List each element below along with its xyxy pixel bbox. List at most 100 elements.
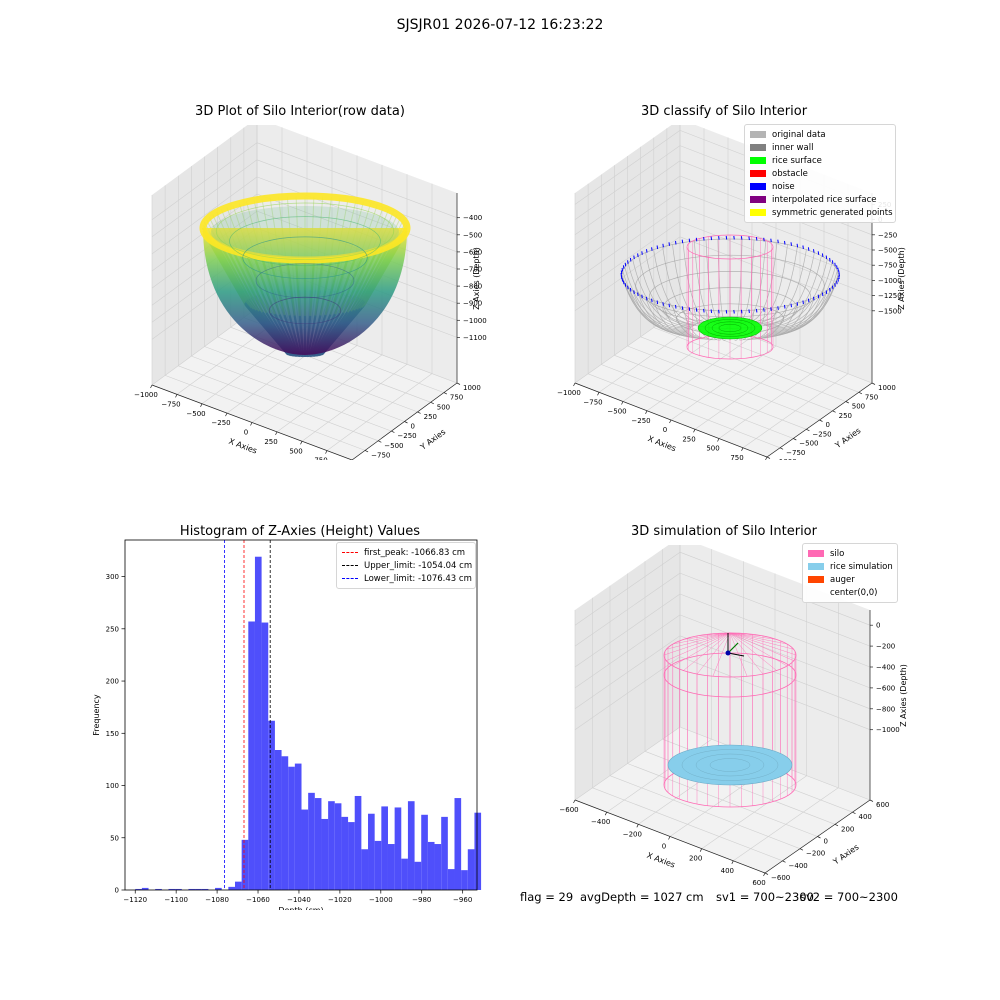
y-tick	[391, 430, 395, 433]
silo-roof-line	[696, 632, 731, 637]
x-tick	[669, 419, 672, 424]
histogram-bar	[201, 888, 209, 890]
x-tick-label: −1000	[557, 389, 581, 397]
noise-point	[790, 303, 792, 308]
grid-line	[587, 373, 781, 449]
x-tick	[275, 431, 278, 436]
legend-line	[342, 565, 358, 566]
panel3-title: Histogram of Z-Axies (Height) Values	[179, 524, 421, 539]
grid-line	[574, 175, 681, 251]
noise-point	[620, 270, 623, 274]
z-tick-label: −800	[876, 705, 895, 713]
bowl-ring	[242, 236, 368, 279]
histogram-bar	[368, 813, 375, 890]
histogram-bar	[427, 841, 435, 890]
legend-label: rice surface	[772, 155, 822, 166]
noise-point	[770, 238, 772, 243]
grid-line	[217, 336, 418, 413]
y-tick-label: −750	[786, 449, 805, 457]
z-tick-label: −1500	[878, 307, 902, 315]
rice-surface-ring	[704, 319, 756, 337]
x-tick	[765, 456, 768, 460]
legend-label: first_peak: -1066.83 cm	[364, 547, 466, 558]
noise-point	[813, 249, 815, 253]
inner-wall-meridian	[662, 246, 706, 323]
x-tick	[621, 401, 624, 405]
grid-line	[151, 176, 258, 255]
x-tick-label: 500	[706, 445, 719, 453]
legend-item-lower-limit: Lower_limit: -1076.43 cm	[342, 572, 472, 585]
histogram-bar	[288, 766, 295, 890]
y-tick	[858, 391, 863, 395]
y-tick-label: −600	[771, 874, 790, 882]
y-tick	[793, 438, 797, 441]
x-tick-label: −1080	[205, 896, 229, 904]
noise-point	[836, 265, 838, 269]
legend-item-inner-wall: inner wall	[750, 141, 890, 154]
legend-label: original data	[772, 129, 826, 140]
bowl-rim	[199, 192, 411, 264]
noise-point	[629, 287, 632, 292]
noise-point	[755, 308, 758, 313]
noise-point	[733, 309, 735, 314]
y-tick	[378, 440, 382, 443]
x-tick-label: −1040	[287, 896, 311, 904]
noise-point	[821, 292, 824, 297]
y-tick-label: 250	[424, 413, 437, 421]
noise-point	[836, 280, 838, 285]
y-tick-label: 0	[826, 421, 830, 429]
noise-point	[829, 257, 831, 262]
auger-axis	[727, 652, 745, 657]
inner-wall-meridian	[632, 259, 695, 327]
x-tick-label: −400	[591, 818, 610, 826]
x-tick	[300, 441, 303, 445]
y-tick	[430, 401, 434, 405]
classified-points	[620, 234, 840, 360]
noise-point	[802, 300, 804, 305]
noise-point	[821, 253, 824, 257]
x-axis-label: X Axies	[646, 434, 677, 453]
x-tick	[175, 394, 178, 398]
noise-point	[637, 253, 639, 257]
histogram-bar	[341, 816, 349, 890]
legend-swatch	[750, 196, 766, 203]
classify-3d-plot: −1000−750−500−25002505007501000−1000−750…	[557, 125, 906, 460]
z-axis-label: Z Axies (Depth)	[899, 664, 908, 727]
y-tick-label: 1000	[463, 384, 481, 392]
grid-line	[679, 593, 871, 668]
x-tick-label: −750	[583, 398, 602, 406]
noise-point	[695, 308, 698, 312]
grid-line	[640, 336, 833, 412]
y-tick-label: 200	[841, 825, 854, 833]
sv2-readout: sv2 = 700~2300	[800, 890, 898, 904]
x-tick-label: −250	[631, 417, 650, 425]
x-tick	[573, 799, 576, 804]
legend-label: obstacle	[772, 168, 808, 179]
grid-line	[256, 176, 458, 253]
histogram-bar	[441, 816, 448, 890]
y-tick	[364, 450, 369, 453]
noise-point	[834, 283, 836, 287]
inner-wall-meridian	[763, 255, 822, 326]
legend-swatch	[750, 183, 766, 190]
x-tick-label: 0	[244, 429, 248, 437]
histogram-bar	[394, 807, 402, 890]
y-tick-label: 0	[411, 423, 415, 431]
grid-line	[574, 551, 681, 626]
noise-point	[807, 298, 810, 303]
histogram-bar	[294, 763, 302, 890]
noise-point	[831, 260, 834, 264]
y-tick-label: 600	[876, 801, 889, 809]
noise-point	[688, 238, 691, 243]
histogram-bar	[447, 869, 455, 890]
plot-frame	[124, 539, 478, 891]
histogram-bar	[135, 888, 142, 890]
bowl-ring	[255, 263, 355, 299]
z-tick-label: −250	[878, 231, 897, 239]
noise-point	[838, 275, 840, 280]
x-tick-label: −200	[623, 830, 642, 838]
legend-swatch	[750, 157, 766, 164]
noise-point	[740, 236, 743, 240]
histogram-bar	[301, 809, 309, 890]
y-tick	[766, 456, 771, 459]
